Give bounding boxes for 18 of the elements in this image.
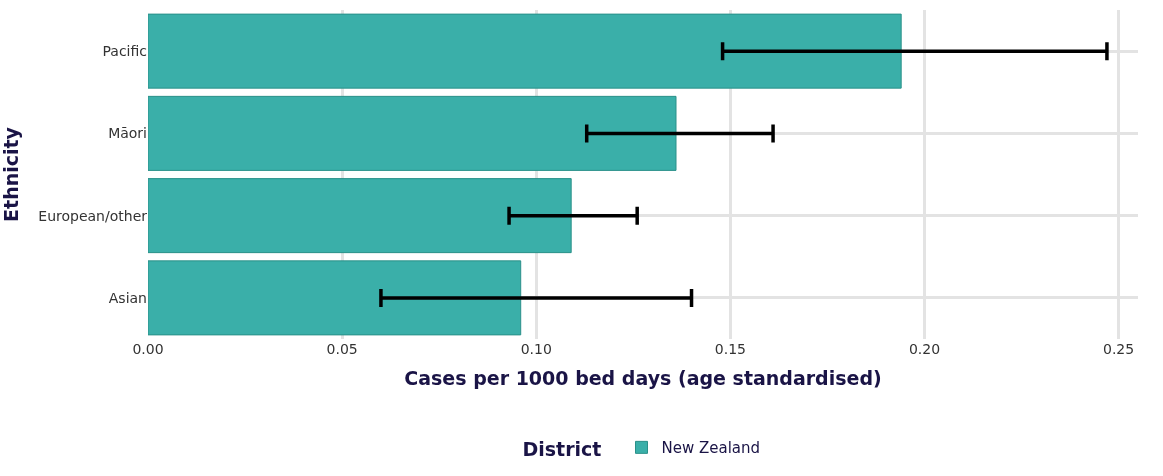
- bar: [148, 95, 677, 171]
- x-tick-label: 0.20: [908, 341, 941, 357]
- y-axis-title: Ethnicity: [0, 126, 22, 222]
- x-tick-label: 0.00: [132, 341, 164, 357]
- y-tick-label: Māori: [108, 125, 147, 142]
- legend-label: New Zealand: [661, 439, 761, 458]
- x-tick-label: 0.10: [520, 341, 552, 357]
- x-tick-label: 0.25: [1103, 341, 1135, 357]
- bar: [148, 260, 522, 336]
- y-tick-label: European/other: [38, 207, 148, 224]
- x-tick-label: 0.15: [714, 341, 746, 357]
- y-tick-label: Pacific: [102, 43, 147, 60]
- bar: [148, 13, 902, 89]
- x-axis-title: Cases per 1000 bed days (age standardised): [404, 366, 882, 389]
- legend-title: District: [522, 437, 602, 460]
- y-tick-label: Asian: [108, 289, 147, 306]
- x-tick-label: 0.05: [326, 341, 358, 357]
- bar: [148, 178, 572, 254]
